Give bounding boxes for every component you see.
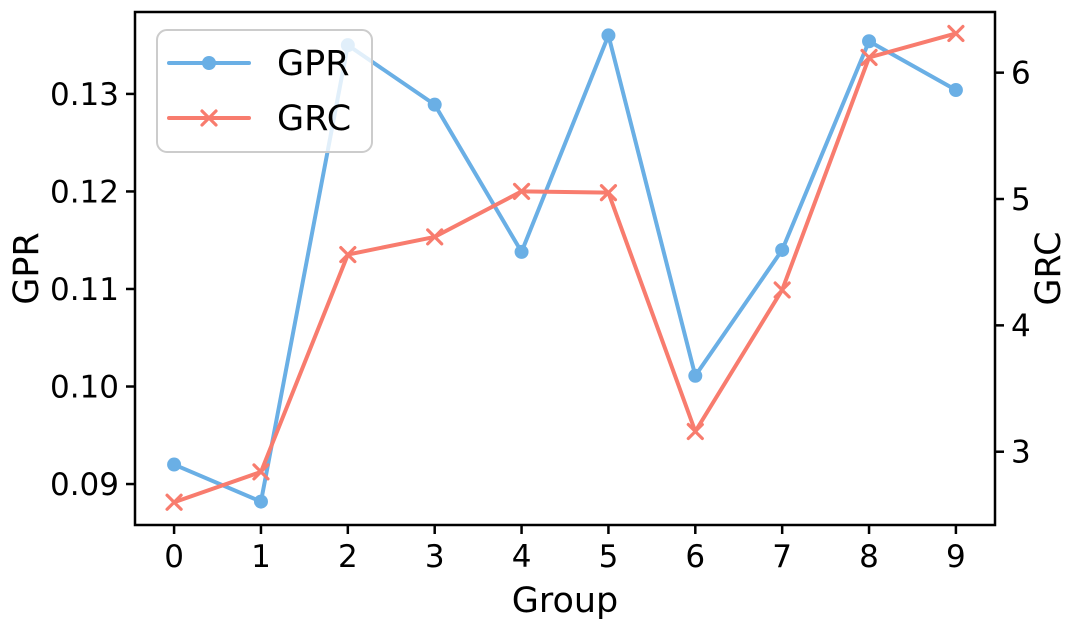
y-left-tick-label: 0.13 [50, 77, 119, 113]
legend-label: GPR [277, 44, 350, 84]
plot-frame [133, 10, 997, 527]
y-left-tick-label: 0.11 [50, 272, 119, 308]
x-tick-label: 9 [946, 539, 966, 575]
data-point-gpr [862, 34, 877, 49]
data-point-gpr [167, 457, 182, 472]
x-tick-label: 7 [772, 539, 792, 575]
y-right-tick-label: 3 [1011, 435, 1031, 471]
x-tick-label: 3 [425, 539, 445, 575]
x-tick-label: 8 [859, 539, 879, 575]
data-point-grc [599, 184, 618, 202]
x-tick-label: 1 [251, 539, 271, 575]
data-point-gpr [427, 97, 442, 112]
legend-marker-gpr [202, 56, 216, 70]
data-point-gpr [948, 83, 963, 98]
x-tick-label: 6 [685, 539, 705, 575]
series-line-grc [172, 31, 958, 505]
y-right-tick-label: 5 [1011, 182, 1031, 218]
data-point-gpr [253, 494, 268, 509]
data-point-grc [252, 463, 270, 481]
data-point-gpr [601, 28, 616, 43]
data-point-grc [860, 48, 878, 67]
y-right-tick-label: 4 [1011, 308, 1031, 344]
y-right-tick-label: 6 [1011, 56, 1031, 92]
data-point-grc [426, 228, 444, 246]
data-point-gpr [775, 242, 790, 257]
data-point-grc [947, 24, 965, 43]
y-right-axis-label: GRC [1029, 231, 1069, 305]
data-point-gpr [688, 368, 703, 383]
x-tick-label: 5 [599, 539, 619, 575]
x-tick-label: 2 [338, 539, 358, 575]
data-point-grc [773, 281, 791, 299]
data-point-grc [512, 182, 531, 201]
data-point-grc [339, 246, 357, 264]
y-left-tick-label: 0.12 [50, 174, 119, 210]
data-point-grc [165, 493, 183, 511]
data-point-grc [686, 422, 704, 441]
x-tick-label: 0 [164, 539, 184, 575]
data-point-gpr [514, 244, 529, 259]
x-tick-label: 4 [512, 539, 532, 575]
x-axis-label: Group [512, 581, 619, 621]
y-left-axis-label: GPR [7, 232, 47, 305]
y-left-tick-label: 0.09 [50, 467, 119, 503]
y-left-tick-label: 0.10 [50, 370, 119, 406]
legend-label: GRC [277, 99, 351, 139]
series-line-gpr [172, 33, 958, 504]
legend-marker-grc [200, 109, 218, 127]
